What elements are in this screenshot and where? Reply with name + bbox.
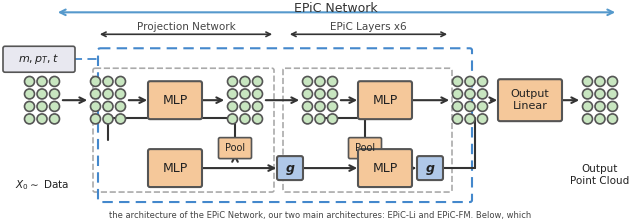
Circle shape xyxy=(103,114,113,124)
Circle shape xyxy=(315,76,325,86)
Text: the architecture of the EPiC Network, our two main architectures: EPiC-Li and EP: the architecture of the EPiC Network, ou… xyxy=(109,210,531,220)
Circle shape xyxy=(328,114,337,124)
Text: g: g xyxy=(426,162,435,174)
Text: MLP: MLP xyxy=(372,162,397,174)
Circle shape xyxy=(607,76,618,86)
Circle shape xyxy=(49,101,60,111)
Circle shape xyxy=(253,76,262,86)
FancyBboxPatch shape xyxy=(498,79,562,121)
Circle shape xyxy=(253,114,262,124)
Circle shape xyxy=(24,114,35,124)
Circle shape xyxy=(103,76,113,86)
Circle shape xyxy=(24,76,35,86)
Circle shape xyxy=(240,114,250,124)
Text: EPiC Network: EPiC Network xyxy=(294,2,378,15)
Circle shape xyxy=(452,76,463,86)
FancyBboxPatch shape xyxy=(148,149,202,187)
Circle shape xyxy=(90,114,100,124)
Circle shape xyxy=(607,101,618,111)
FancyBboxPatch shape xyxy=(417,156,443,180)
Circle shape xyxy=(240,76,250,86)
FancyBboxPatch shape xyxy=(349,138,381,159)
Circle shape xyxy=(582,101,593,111)
Circle shape xyxy=(227,114,237,124)
FancyBboxPatch shape xyxy=(277,156,303,180)
Circle shape xyxy=(465,76,475,86)
FancyBboxPatch shape xyxy=(148,81,202,119)
Text: $X_0 \sim$ Data: $X_0 \sim$ Data xyxy=(15,178,69,192)
Circle shape xyxy=(115,76,125,86)
Circle shape xyxy=(90,101,100,111)
Circle shape xyxy=(582,89,593,99)
Circle shape xyxy=(227,89,237,99)
Circle shape xyxy=(452,114,463,124)
Circle shape xyxy=(315,89,325,99)
Circle shape xyxy=(477,76,488,86)
Circle shape xyxy=(227,76,237,86)
Circle shape xyxy=(90,76,100,86)
Circle shape xyxy=(103,89,113,99)
Circle shape xyxy=(607,114,618,124)
FancyBboxPatch shape xyxy=(358,149,412,187)
Text: EPiC Layers x6: EPiC Layers x6 xyxy=(330,22,406,32)
Circle shape xyxy=(240,89,250,99)
Circle shape xyxy=(90,89,100,99)
Circle shape xyxy=(477,101,488,111)
Circle shape xyxy=(115,89,125,99)
Circle shape xyxy=(49,76,60,86)
Circle shape xyxy=(315,101,325,111)
Text: MLP: MLP xyxy=(372,94,397,107)
Circle shape xyxy=(115,114,125,124)
Text: MLP: MLP xyxy=(163,162,188,174)
Circle shape xyxy=(303,89,312,99)
Circle shape xyxy=(595,114,605,124)
Circle shape xyxy=(582,114,593,124)
Circle shape xyxy=(49,89,60,99)
Text: g: g xyxy=(285,162,294,174)
Circle shape xyxy=(227,101,237,111)
Circle shape xyxy=(595,101,605,111)
Circle shape xyxy=(328,76,337,86)
Circle shape xyxy=(595,89,605,99)
Circle shape xyxy=(303,101,312,111)
Circle shape xyxy=(240,101,250,111)
Circle shape xyxy=(115,101,125,111)
Circle shape xyxy=(582,76,593,86)
Text: MLP: MLP xyxy=(163,94,188,107)
Circle shape xyxy=(37,101,47,111)
Circle shape xyxy=(253,101,262,111)
Text: Pool: Pool xyxy=(225,143,245,153)
Circle shape xyxy=(103,101,113,111)
Circle shape xyxy=(315,114,325,124)
Circle shape xyxy=(37,114,47,124)
Circle shape xyxy=(253,89,262,99)
Circle shape xyxy=(328,89,337,99)
Circle shape xyxy=(465,114,475,124)
Circle shape xyxy=(607,89,618,99)
Text: $m, p_T, t$: $m, p_T, t$ xyxy=(19,52,60,66)
Circle shape xyxy=(328,101,337,111)
Circle shape xyxy=(303,114,312,124)
Circle shape xyxy=(49,114,60,124)
Circle shape xyxy=(477,114,488,124)
Circle shape xyxy=(477,89,488,99)
Circle shape xyxy=(303,76,312,86)
Circle shape xyxy=(465,89,475,99)
Circle shape xyxy=(37,89,47,99)
Text: Projection Network: Projection Network xyxy=(136,22,236,32)
Text: Output
Linear: Output Linear xyxy=(511,89,549,111)
Circle shape xyxy=(452,101,463,111)
Circle shape xyxy=(465,101,475,111)
Text: Pool: Pool xyxy=(355,143,375,153)
Circle shape xyxy=(24,101,35,111)
Circle shape xyxy=(37,76,47,86)
Circle shape xyxy=(595,76,605,86)
Circle shape xyxy=(24,89,35,99)
Circle shape xyxy=(452,89,463,99)
FancyBboxPatch shape xyxy=(3,46,75,72)
FancyBboxPatch shape xyxy=(218,138,252,159)
Text: Output
Point Cloud: Output Point Cloud xyxy=(570,164,630,186)
FancyBboxPatch shape xyxy=(358,81,412,119)
